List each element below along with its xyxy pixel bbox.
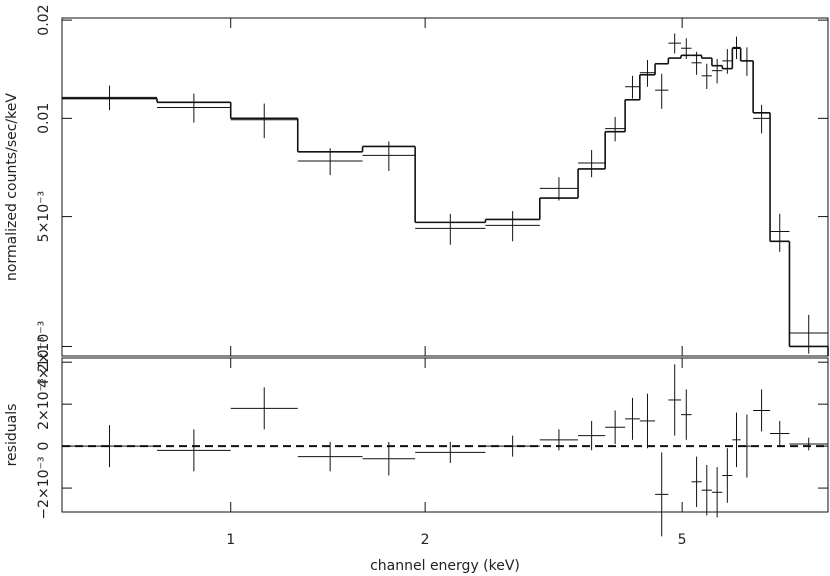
- y-tick-label: 0.01: [36, 103, 52, 134]
- y-tick-label: 0: [36, 442, 52, 451]
- model-step-riser: [156, 48, 829, 356]
- top-frame: [61, 17, 829, 357]
- y-tick-label: 0.02: [36, 5, 52, 36]
- x-axis-title: channel energy (keV): [370, 558, 520, 574]
- x-tick-label: 1: [226, 532, 235, 548]
- y-tick-label: 5×10⁻³: [36, 191, 52, 242]
- y-tick-label: 4×10⁻³: [36, 336, 52, 387]
- residual-axis-title: residuals: [4, 404, 20, 467]
- y-axis-title: normalized counts/sec/keV: [4, 93, 20, 281]
- y-tick-label: 2×10⁻³: [36, 378, 52, 429]
- x-tick-label: 5: [678, 532, 687, 548]
- bottom-frame: [61, 357, 829, 513]
- y-tick-label: −2×10⁻³: [36, 456, 52, 519]
- x-tick-label: 2: [421, 532, 430, 548]
- y-tick-label: 2×10⁻³: [36, 321, 52, 372]
